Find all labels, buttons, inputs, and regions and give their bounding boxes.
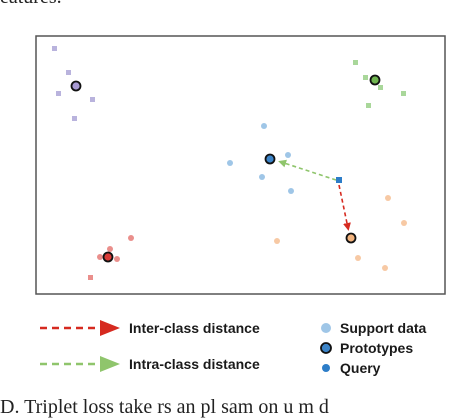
support-point — [285, 152, 291, 158]
legend-query-label: Query — [340, 360, 381, 376]
legend-support-marker — [321, 323, 331, 333]
caption-top-fragment: eatures. — [0, 0, 62, 9]
embedding-diagram: Inter-class distance Intra-class distanc… — [35, 35, 446, 376]
support-point — [382, 265, 388, 271]
support-point — [128, 235, 134, 241]
support-point — [363, 75, 368, 80]
support-point — [274, 238, 280, 244]
support-point — [90, 97, 95, 102]
support-point — [353, 60, 358, 65]
prototype-marker — [102, 251, 114, 263]
support-point — [401, 220, 407, 226]
legend-inter-arrowhead — [100, 320, 120, 336]
support-point — [72, 116, 77, 121]
legend-query-marker — [322, 364, 330, 372]
intra-class-arrow — [278, 159, 337, 181]
support-point — [107, 246, 113, 252]
support-point — [88, 275, 93, 280]
support-point — [259, 174, 265, 180]
query-point — [336, 177, 342, 183]
support-point — [227, 160, 233, 166]
prototype-marker — [264, 153, 276, 165]
green-cluster — [353, 60, 406, 108]
legend-support-label: Support data — [340, 320, 427, 336]
red-cluster — [88, 235, 134, 280]
support-point — [97, 254, 103, 260]
support-point — [401, 91, 406, 96]
support-point — [355, 255, 361, 261]
support-point — [288, 188, 294, 194]
legend-inter-label: Inter-class distance — [129, 320, 260, 336]
support-point — [56, 91, 61, 96]
prototype-marker — [345, 232, 357, 244]
legend: Inter-class distance Intra-class distanc… — [40, 320, 427, 376]
legend-intra-label: Intra-class distance — [129, 356, 260, 372]
support-point — [385, 195, 391, 201]
prototype-marker — [70, 80, 82, 92]
prototype-marker — [369, 74, 381, 86]
support-point — [52, 46, 57, 51]
legend-intra-arrowhead — [100, 356, 120, 372]
support-point — [378, 85, 383, 90]
support-point — [261, 123, 267, 129]
support-point — [366, 103, 371, 108]
orange-cluster — [274, 195, 407, 271]
support-point — [66, 70, 71, 75]
purple-cluster — [52, 46, 95, 121]
inter-class-arrow — [338, 184, 351, 231]
legend-prototype-marker — [320, 342, 332, 354]
blue-cluster — [227, 123, 294, 194]
feature-space-frame — [35, 35, 446, 295]
support-point — [114, 256, 120, 262]
legend-prototype-label: Prototypes — [340, 340, 413, 356]
